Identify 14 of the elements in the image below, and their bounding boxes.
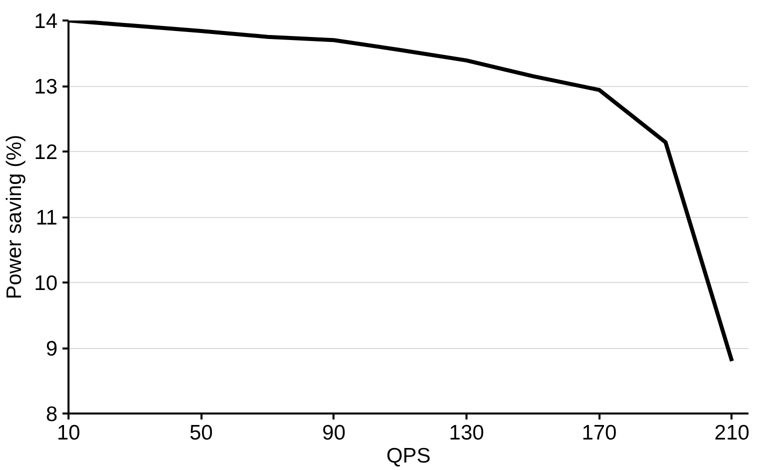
y-tick-label: 14 [34, 10, 58, 33]
y-tick-label: 13 [34, 76, 58, 98]
x-axis-title: QPS [386, 444, 431, 468]
y-tick-label: 12 [34, 141, 58, 164]
x-tick-label: 90 [322, 422, 346, 444]
x-tick-label: 170 [582, 422, 617, 444]
x-tick-label: 130 [449, 422, 484, 444]
x-tick-label: 210 [714, 422, 750, 444]
y-tick-label: 11 [36, 206, 58, 230]
y-axis-title: Power saving (%) [3, 134, 26, 300]
y-tick-label: 10 [34, 272, 58, 295]
y-tick-label: 8 [46, 403, 58, 426]
x-tick-label: 50 [190, 422, 213, 444]
y-tick-label: 9 [46, 338, 58, 360]
